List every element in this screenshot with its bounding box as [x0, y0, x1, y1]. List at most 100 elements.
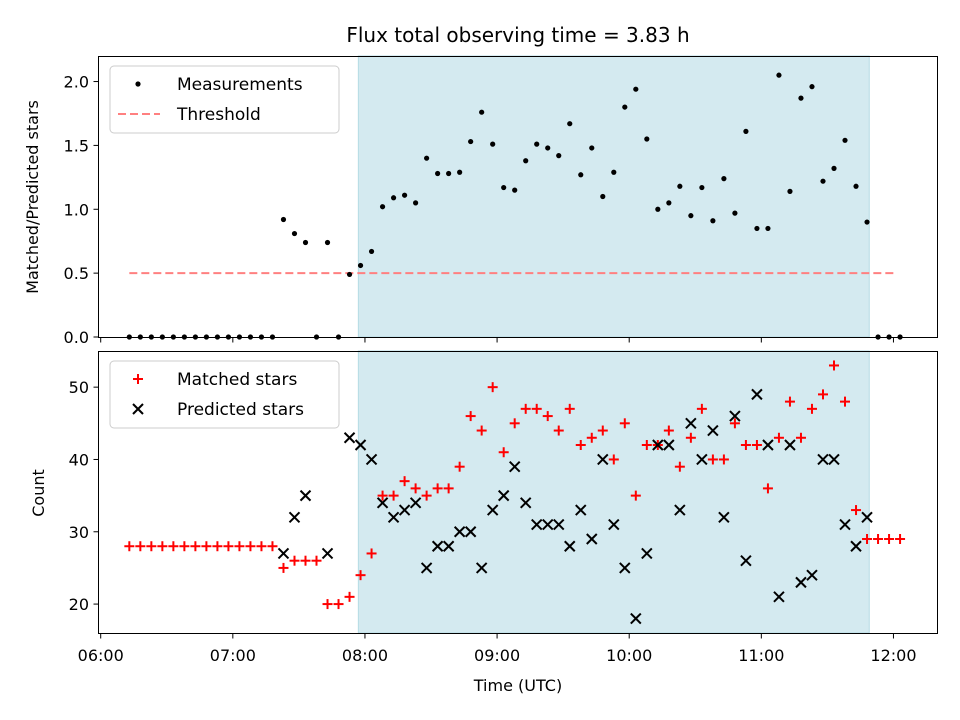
bottom-y-tick-label: 40: [69, 450, 89, 469]
measurement-point: [523, 158, 529, 164]
predicted-star-point: [277, 547, 290, 560]
measurement-point: [842, 137, 848, 143]
matched-star-point: [740, 440, 751, 450]
predicted-star-point: [387, 511, 400, 524]
matched-star-point: [520, 403, 531, 414]
matched-star-point: [817, 389, 828, 400]
matched-star-point: [234, 541, 245, 552]
predicted-star-point: [575, 504, 587, 516]
matched-star-point: [718, 454, 729, 465]
predicted-star-point: [376, 497, 389, 509]
top-panel-frame: [98, 56, 938, 338]
matched-star-point: [190, 541, 201, 552]
predicted-star-point: [486, 504, 499, 516]
predicted-star-point: [553, 518, 565, 531]
matched-star-point: [564, 403, 575, 414]
measurement-point: [677, 183, 683, 189]
predicted-star-point: [520, 497, 532, 509]
measurement-point: [346, 271, 353, 278]
matched-star-point: [762, 483, 773, 494]
x-tick-label: 10:00: [606, 646, 652, 665]
top-panel: 0.00.51.01.52.0 Matched/Predicted stars …: [23, 55, 938, 347]
matched-star-point: [333, 599, 344, 610]
predicted-star-point: [674, 504, 686, 516]
measurement-point: [743, 128, 749, 134]
measurement-point: [435, 170, 441, 177]
predicted-star-point: [420, 562, 433, 574]
matched-star-point: [454, 461, 465, 472]
matched-star-point: [696, 403, 707, 414]
predicted-star-point: [398, 504, 411, 516]
top-y-tick-label: 0.5: [64, 264, 89, 283]
measurement-point: [368, 248, 375, 255]
measurement-point: [501, 184, 507, 191]
measurement-point: [655, 206, 661, 212]
matched-star-point: [465, 411, 476, 422]
predicted-star-point: [409, 497, 422, 509]
predicted-star-point: [597, 453, 609, 466]
matched-star-point: [873, 534, 884, 544]
matched-star-point: [432, 483, 443, 494]
measurement-point: [809, 84, 815, 90]
matched-star-point: [542, 411, 553, 422]
x-tick-label: 07:00: [210, 646, 256, 665]
predicted-star-point: [839, 518, 851, 531]
predicted-star-point: [542, 518, 554, 531]
matched-star-point: [641, 440, 652, 450]
measurement-point: [512, 187, 518, 193]
matched-star-point: [377, 490, 388, 501]
bottom-y-tick-label: 20: [69, 595, 89, 614]
measurement-point: [666, 200, 672, 206]
top-y-tick-label: 2.0: [64, 73, 89, 92]
measurement-point: [567, 121, 573, 127]
matched-star-point: [344, 591, 355, 602]
matched-star-point: [135, 541, 146, 552]
matched-star-point: [851, 505, 862, 516]
matched-star-point: [157, 541, 168, 552]
predicted-star-point: [784, 439, 796, 451]
x-tick-label: 11:00: [738, 646, 784, 665]
predicted-star-point: [806, 569, 818, 581]
predicted-star-point: [288, 511, 301, 524]
matched-star-point: [685, 432, 696, 443]
matched-star-point: [806, 403, 817, 414]
legend-matched-marker: [133, 374, 143, 384]
matched-star-point: [597, 425, 608, 436]
measurement-point: [379, 204, 386, 210]
matched-star-point: [267, 541, 278, 552]
matched-star-point: [531, 403, 542, 414]
predicted-star-point: [508, 460, 521, 473]
matched-star-point: [773, 432, 784, 443]
measurement-point: [479, 109, 485, 115]
legend-measurements-label: Measurements: [177, 75, 303, 95]
bottom-legend: Matched stars Predicted stars: [109, 360, 340, 429]
matched-star-point: [707, 454, 718, 465]
measurement-point: [446, 170, 452, 177]
matched-star-point: [795, 432, 806, 443]
x-axis-label: Time (UTC): [473, 676, 562, 695]
matched-star-point: [311, 555, 322, 566]
matched-star-point: [179, 541, 190, 552]
predicted-star-point: [696, 453, 708, 466]
matched-star-point: [124, 541, 135, 552]
measurement-point: [622, 104, 628, 110]
predicted-star-point: [365, 453, 378, 466]
x-tick-label: 08:00: [342, 646, 388, 665]
legend-predicted-marker: [132, 403, 144, 415]
matched-star-point: [895, 534, 906, 544]
top-panel-ylabel: Matched/Predicted stars: [23, 100, 42, 294]
predicted-star-point: [817, 453, 829, 466]
predicted-star-point: [531, 518, 543, 531]
matched-star-point: [608, 454, 619, 465]
predicted-star-point: [299, 489, 312, 502]
bottom-y-tick-label: 50: [69, 378, 89, 397]
matched-star-point: [884, 534, 895, 544]
bottom-panel: 20 30 40 50 06:00 07:00 08:00 09:00 10:00 11:00 1…: [29, 350, 938, 665]
measurement-point: [820, 178, 826, 184]
matched-star-point: [840, 396, 851, 407]
matched-star-point: [630, 490, 641, 501]
measurement-point: [600, 193, 606, 200]
measurement-point: [688, 213, 694, 219]
measurement-point: [324, 239, 331, 246]
